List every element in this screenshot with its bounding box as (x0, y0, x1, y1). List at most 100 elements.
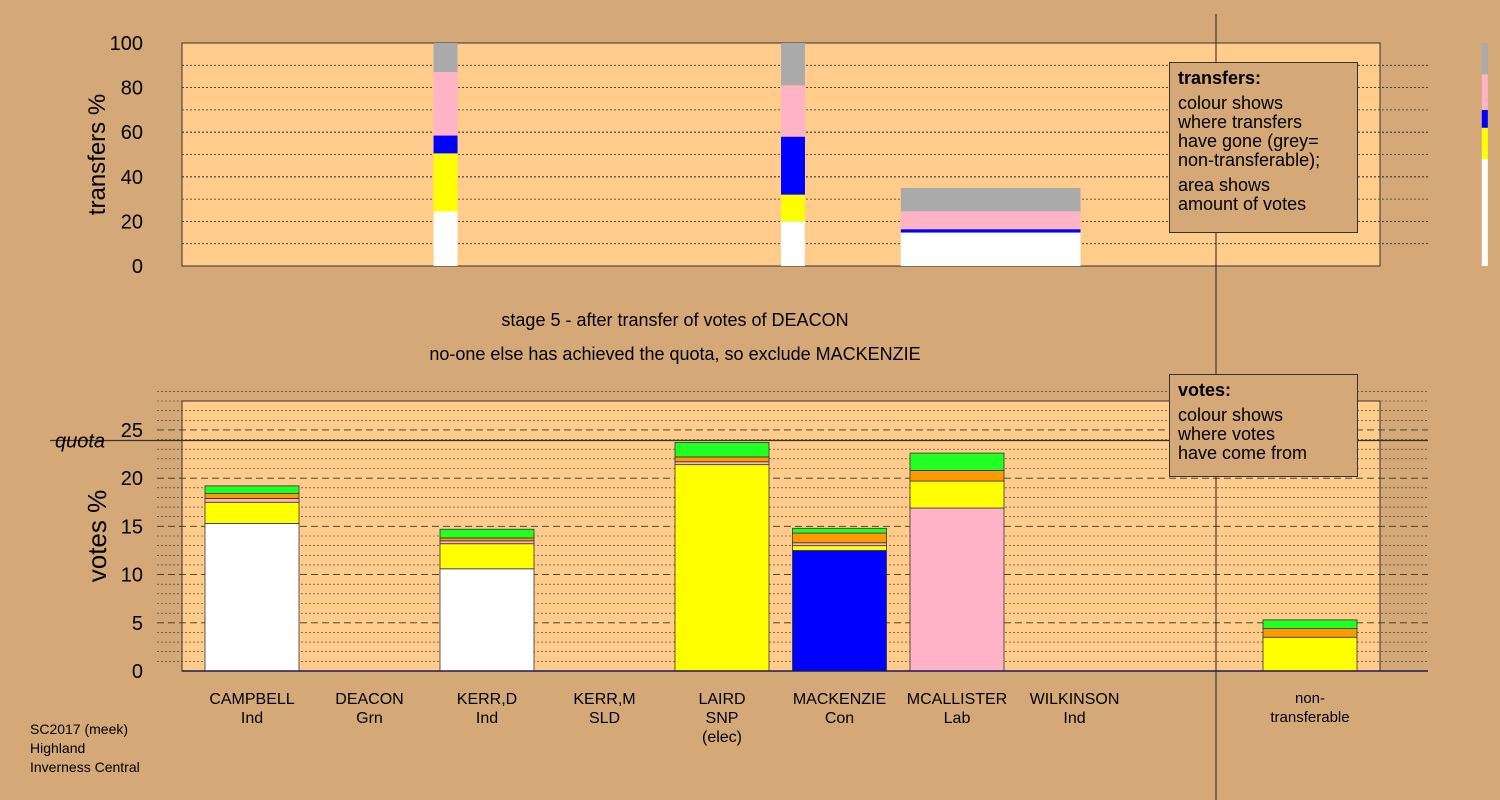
candidate-party-label: Grn (356, 710, 383, 727)
transfers-y-tick-label: 20 (121, 211, 143, 233)
transfers-y-tick-label: 60 (121, 122, 143, 144)
votes-y-tick-label: 15 (121, 516, 143, 538)
transfer-segment-white (781, 221, 805, 266)
transfer-segment-blue (781, 136, 805, 195)
candidate-name-label: MCALLISTER (907, 691, 1007, 708)
candidate-name-label: DEACON (335, 691, 403, 708)
transfers-y-tick-label: 100 (110, 33, 143, 55)
vote-bar-mackenzie-blue (792, 550, 887, 672)
candidate-name-label: KERR,D (457, 691, 517, 708)
transfer-segment-white (900, 232, 1081, 266)
candidate-party-label: Lab (944, 710, 971, 727)
vote-bar-campbell-green (204, 485, 300, 494)
legend-line: where votes (1178, 424, 1276, 444)
candidate-party-label: SLD (589, 710, 620, 727)
vote-bar-mcallister-yellow (909, 480, 1005, 509)
transfer-segment-white (1481, 158, 1488, 266)
transfer-segment-yellow (1481, 127, 1488, 159)
legend-line: non-transferable); (1178, 150, 1321, 170)
vote-bar-mcallister-green (909, 452, 1005, 471)
legend-votes: votes: colour shows where votes have com… (1169, 374, 1358, 477)
vote-bar-mcallister-orange (909, 470, 1005, 482)
vote-bar-campbell-yellow (204, 501, 300, 524)
vote-bar-mackenzie-green (792, 527, 887, 534)
candidate-name-label: WILKINSON (1030, 691, 1120, 708)
transfer-segment-grey (433, 43, 458, 72)
candidate-name-label: CAMPBELL (209, 691, 294, 708)
vote-bar-kerr-d-white (439, 568, 535, 672)
vote-bar-mackenzie-orange (792, 532, 887, 544)
legend-transfers-title: transfers: (1178, 68, 1262, 88)
transfer-segment-grey (900, 187, 1081, 212)
nontransferable-bar-yellow (1262, 636, 1358, 672)
vote-bar-campbell-pink (204, 497, 300, 503)
footer-election: SC2017 (meek) (30, 721, 129, 737)
transfer-segment-yellow (433, 153, 458, 212)
vote-bar-campbell-orange (204, 493, 300, 499)
candidate-party-label: Ind (476, 710, 498, 727)
transfers-y-tick-label: 0 (132, 256, 143, 278)
vote-bar-mackenzie-pink (792, 542, 887, 547)
legend-votes-text: colour shows where votes have come from (1178, 406, 1349, 463)
transfers-y-tick-label: 80 (121, 78, 143, 100)
nontransferable-bar-orange (1262, 628, 1358, 638)
vote-bar-campbell-white (204, 523, 300, 672)
vote-bar-mackenzie-yellow (792, 545, 887, 551)
exclusion-caption: no-one else has achieved the quota, so e… (429, 344, 921, 364)
votes-y-tick-label: 10 (121, 565, 143, 587)
candidate-note-label: (elec) (702, 729, 742, 746)
legend-line: colour shows (1178, 405, 1284, 425)
legend-transfers: transfers: colour shows where transfers … (1169, 62, 1358, 233)
legend-line: have gone (grey= (1178, 131, 1319, 151)
legend-votes-title: votes: (1178, 380, 1232, 400)
footer-council: Highland (30, 740, 86, 756)
transfer-segment-blue (1481, 109, 1488, 128)
vote-bar-laird-green (674, 442, 770, 458)
transfer-segment-blue (900, 229, 1081, 233)
transfers-y-axis-label: transfers % (84, 94, 111, 215)
vote-bar-kerr-d-pink (439, 540, 535, 545)
votes-y-tick-label: 0 (132, 661, 143, 683)
candidate-name-label: LAIRD (698, 691, 745, 708)
legend-line: amount of votes (1178, 194, 1307, 214)
transfer-segment-pink (781, 85, 805, 137)
nontransferable-label: transferable (1270, 709, 1349, 726)
legend-line: have come from (1178, 443, 1308, 463)
transfers-y-tick-label: 40 (121, 167, 143, 189)
vote-bar-laird-yellow (674, 464, 770, 672)
vote-bar-kerr-d-orange (439, 537, 535, 542)
candidate-party-label: Ind (241, 710, 263, 727)
candidate-party-label: Con (825, 710, 854, 727)
stage-caption: stage 5 - after transfer of votes of DEA… (501, 310, 849, 330)
legend-line: where transfers (1178, 112, 1303, 132)
transfer-segment-yellow (781, 194, 805, 222)
vote-bar-laird-pink (674, 461, 770, 466)
legend-transfers-text-2: area shows amount of votes (1178, 176, 1349, 214)
candidate-party-label: Ind (1063, 710, 1085, 727)
votes-y-tick-label: 20 (121, 468, 143, 490)
vote-bar-kerr-d-green (439, 528, 535, 539)
transfer-segment-grey (781, 43, 805, 86)
vote-bar-mcallister-pink (909, 507, 1005, 672)
legend-transfers-text-1: colour shows where transfers have gone (… (1178, 94, 1349, 170)
nontransferable-bar-green (1262, 619, 1358, 629)
footer-ward: Inverness Central (30, 759, 140, 775)
votes-y-axis-label: votes % (82, 490, 112, 583)
vote-bar-kerr-d-yellow (439, 543, 535, 570)
transfer-segment-pink (1481, 74, 1488, 110)
votes-y-tick-label: 5 (132, 613, 143, 635)
candidate-name-label: MACKENZIE (793, 691, 886, 708)
vote-bar-laird-orange (674, 456, 770, 463)
legend-line: colour shows (1178, 93, 1284, 113)
legend-line: area shows (1178, 175, 1271, 195)
transfer-segment-pink (900, 211, 1081, 230)
quota-label: quota (55, 431, 105, 453)
transfer-segment-grey (1481, 43, 1488, 75)
footer-info: SC2017 (meek) Highland Inverness Central (30, 720, 140, 777)
candidate-name-label: KERR,M (573, 691, 635, 708)
nontransferable-label: non- (1295, 690, 1325, 707)
transfer-segment-blue (433, 135, 458, 154)
transfer-segment-pink (433, 71, 458, 136)
transfer-segment-white (433, 211, 458, 266)
